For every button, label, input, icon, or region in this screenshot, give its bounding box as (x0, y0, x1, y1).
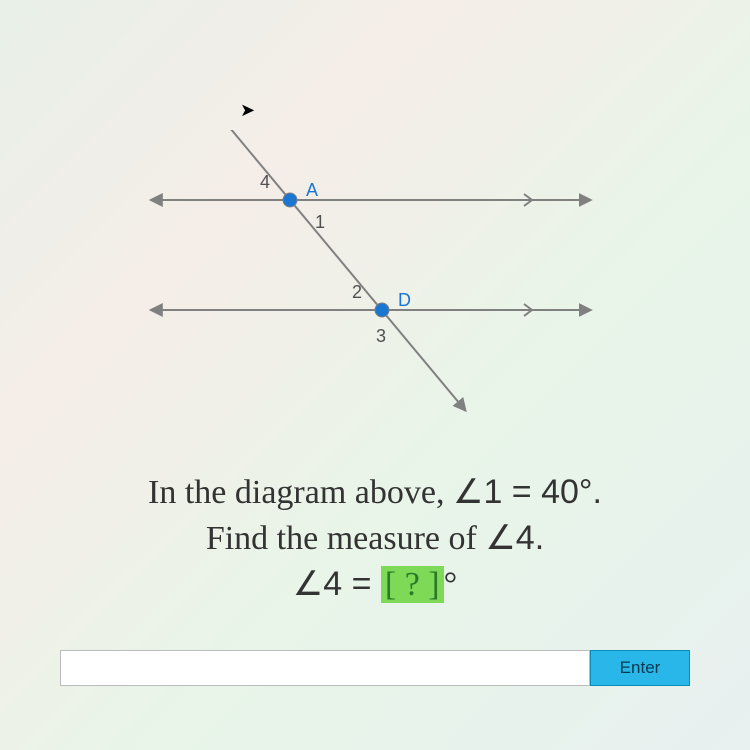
problem-line1-pre: In the diagram above, (148, 474, 453, 511)
geometry-diagram: A D 4 1 2 3 (100, 130, 650, 430)
problem-line3-pre: ∠4 = (293, 565, 381, 603)
answer-input[interactable] (60, 650, 590, 686)
problem-line2-pre: Find the measure of (206, 520, 486, 557)
svg-text:A: A (306, 180, 318, 200)
answer-row: Enter (60, 650, 690, 686)
svg-text:D: D (398, 290, 411, 310)
answer-blank: [ ? ] (381, 566, 444, 603)
svg-text:2: 2 (352, 282, 362, 302)
svg-text:4: 4 (260, 172, 270, 192)
problem-text: In the diagram above, ∠1 = 40°. Find the… (0, 470, 750, 608)
problem-line2-angle: ∠4. (485, 519, 544, 557)
svg-text:3: 3 (376, 326, 386, 346)
svg-text:1: 1 (315, 212, 325, 232)
enter-button[interactable]: Enter (590, 650, 690, 686)
mouse-cursor: ➤ (240, 100, 255, 121)
problem-line1-angle: ∠1 = 40°. (453, 473, 602, 511)
problem-line3-post: ° (444, 566, 458, 603)
